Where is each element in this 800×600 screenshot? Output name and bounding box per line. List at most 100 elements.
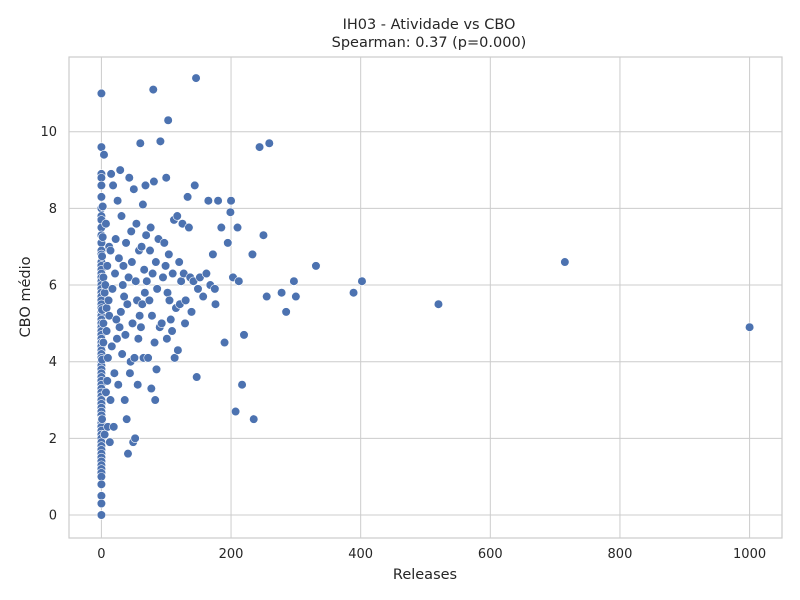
data-point: [102, 261, 112, 271]
data-point: [116, 307, 126, 317]
data-point: [223, 238, 233, 248]
data-point: [100, 280, 110, 290]
data-point: [289, 276, 299, 286]
data-point: [158, 272, 168, 282]
plot-frame: [68, 56, 783, 539]
data-point: [98, 337, 108, 348]
data-point: [113, 196, 123, 206]
data-point: [109, 368, 119, 378]
data-point: [160, 261, 171, 271]
data-point: [201, 268, 212, 279]
data-point: [107, 284, 118, 294]
data-point: [100, 429, 110, 440]
data-point: [210, 299, 221, 309]
data-point: [101, 219, 111, 229]
data-point: [164, 249, 174, 259]
data-point: [96, 173, 107, 183]
data-points: [96, 73, 755, 520]
y-tick-label: 2: [49, 432, 57, 447]
x-axis-ticks: 0 200 400 600 800 1000: [97, 547, 766, 562]
data-point: [166, 314, 176, 325]
y-axis-label: CBO médio: [18, 256, 34, 337]
data-point: [106, 169, 116, 179]
data-point: [114, 322, 125, 332]
data-point: [180, 318, 190, 328]
x-tick-label: 800: [608, 547, 633, 562]
data-point: [357, 276, 367, 286]
data-point: [146, 383, 156, 394]
data-point: [144, 295, 154, 305]
data-point: [124, 272, 134, 282]
data-point: [121, 238, 131, 248]
data-point: [140, 180, 151, 190]
y-tick-label: 0: [49, 509, 57, 524]
x-tick-label: 0: [97, 547, 105, 562]
data-point: [104, 311, 114, 321]
data-point: [264, 138, 274, 148]
data-point: [208, 249, 218, 259]
data-point: [146, 222, 156, 233]
data-point: [210, 284, 220, 294]
data-point: [131, 276, 141, 286]
data-point: [96, 142, 107, 152]
data-point: [96, 88, 107, 99]
data-point: [112, 334, 122, 344]
data-point: [111, 314, 121, 325]
data-point: [126, 226, 136, 236]
data-point: [216, 222, 226, 233]
data-point: [170, 353, 180, 363]
data-point: [98, 272, 108, 282]
data-point: [103, 353, 113, 363]
data-point: [213, 196, 223, 206]
data-point: [174, 257, 184, 267]
data-point: [105, 245, 116, 256]
data-point: [140, 288, 150, 298]
data-point: [184, 222, 194, 233]
chart-title: IH03 - Atividade vs CBO: [343, 17, 516, 33]
data-point: [96, 180, 107, 190]
x-tick-label: 1000: [733, 547, 766, 562]
data-point: [186, 307, 197, 317]
data-point: [135, 311, 145, 321]
data-point: [162, 334, 172, 344]
data-point: [232, 222, 243, 233]
data-point: [183, 192, 193, 202]
data-point: [129, 353, 140, 363]
data-point: [148, 84, 158, 95]
data-point: [109, 422, 119, 432]
data-point: [100, 288, 110, 298]
data-point: [161, 173, 171, 183]
y-tick-label: 8: [49, 202, 57, 217]
data-point: [155, 136, 165, 146]
data-point: [103, 295, 114, 305]
data-point: [96, 510, 107, 520]
data-point: [147, 311, 157, 321]
data-point: [277, 288, 287, 298]
data-point: [133, 380, 143, 390]
data-point: [143, 353, 153, 363]
data-point: [151, 364, 162, 374]
data-point: [141, 230, 151, 240]
data-point: [157, 318, 167, 328]
data-point: [122, 414, 132, 424]
data-point: [151, 257, 161, 267]
data-point: [101, 387, 111, 397]
data-point: [142, 276, 152, 286]
data-point: [254, 142, 265, 152]
data-point: [133, 334, 143, 344]
data-point: [96, 192, 107, 202]
data-point: [127, 318, 138, 328]
data-point: [118, 261, 129, 271]
data-point: [127, 257, 137, 267]
data-point: [164, 295, 175, 305]
data-point: [291, 291, 301, 302]
data-point: [230, 406, 241, 417]
data-point: [172, 211, 182, 221]
data-point: [136, 322, 146, 332]
data-point: [348, 288, 359, 298]
data-point: [101, 326, 112, 336]
data-point: [149, 337, 160, 348]
data-point: [198, 291, 208, 302]
data-point: [150, 395, 160, 405]
data-point: [119, 291, 129, 302]
